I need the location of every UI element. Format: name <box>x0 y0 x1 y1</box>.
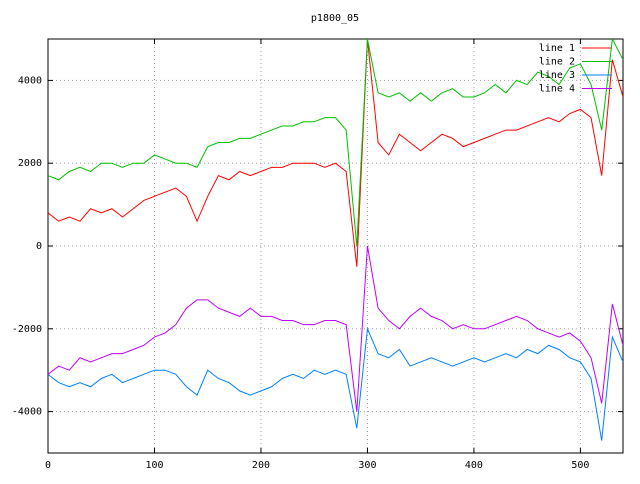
chart-title: p1800_05 <box>311 13 359 24</box>
legend-label: line 1 <box>539 43 575 54</box>
x-tick-label: 0 <box>45 460 51 471</box>
series-line <box>48 326 623 441</box>
plot-frame <box>47 38 624 454</box>
x-tick-label: 100 <box>145 460 163 471</box>
series-line <box>48 39 623 247</box>
x-tick-label: 300 <box>358 460 376 471</box>
series-line <box>48 245 623 412</box>
legend-label: line 2 <box>539 57 575 68</box>
y-tick-label: -4000 <box>12 407 42 418</box>
x-tick-label: 500 <box>571 460 589 471</box>
x-tick-label: 200 <box>252 460 270 471</box>
x-tick-label: 400 <box>465 460 483 471</box>
y-tick-label: 2000 <box>18 158 42 169</box>
y-tick-label: -2000 <box>12 324 42 335</box>
y-tick-label: 4000 <box>18 75 42 86</box>
series-line <box>48 39 623 267</box>
legend-label: line 4 <box>539 84 575 95</box>
legend-label: line 3 <box>539 70 575 81</box>
y-tick-label: 0 <box>36 241 42 252</box>
